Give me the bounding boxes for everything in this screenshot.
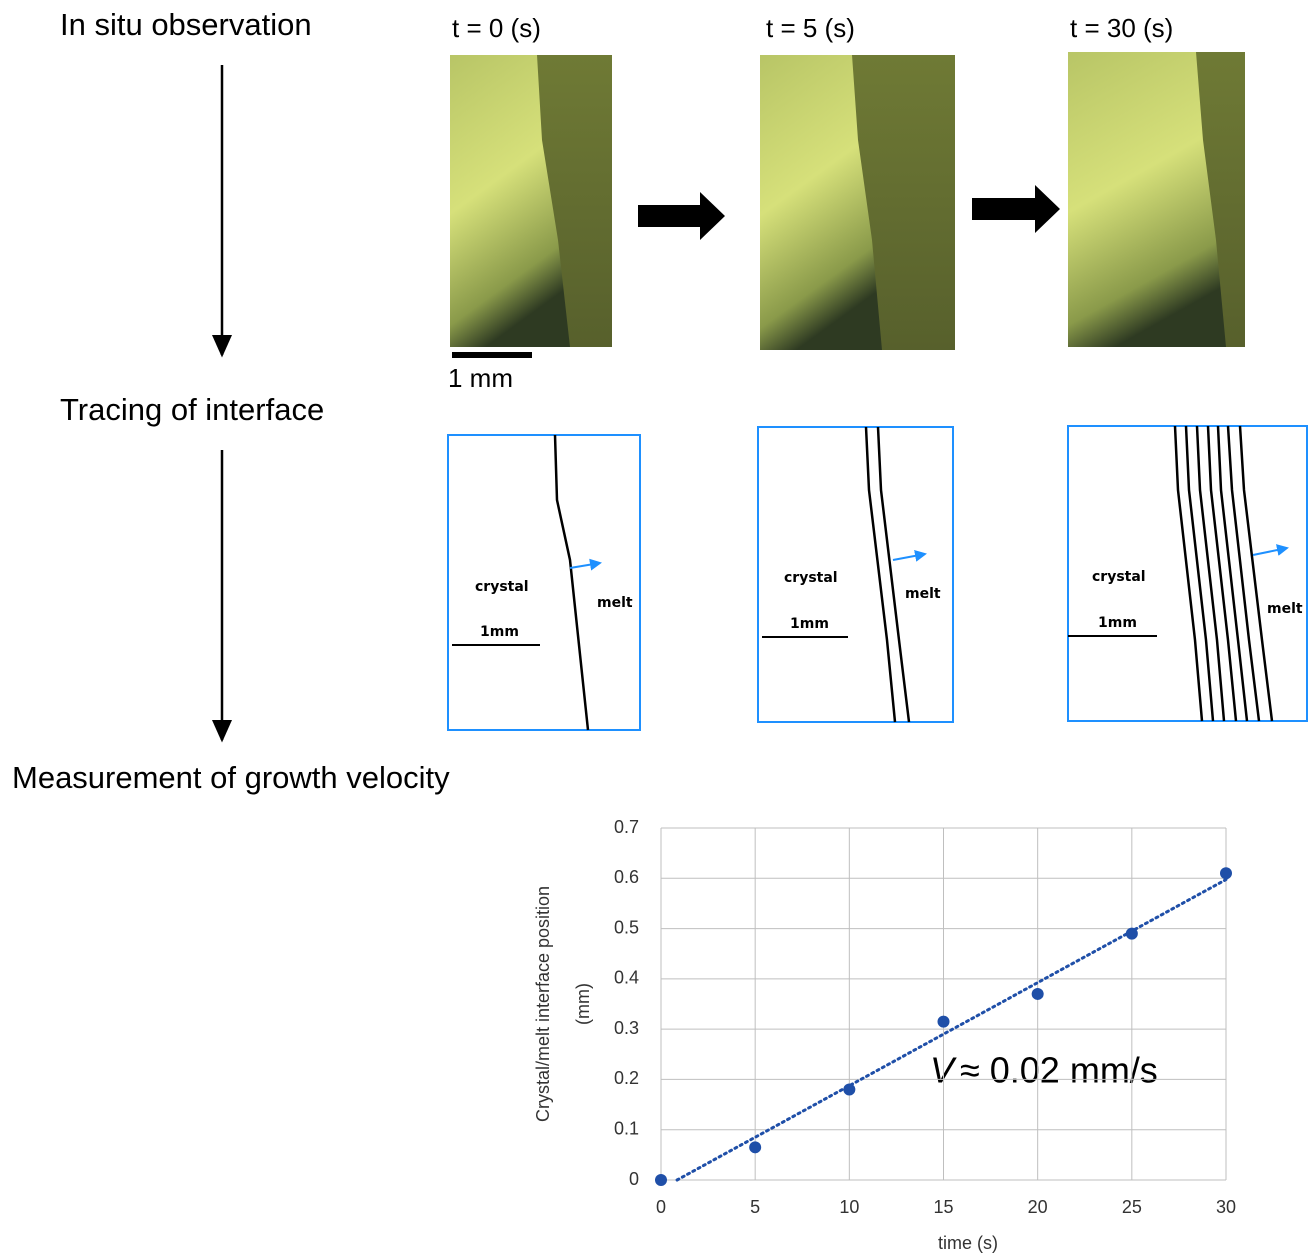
region-label: crystal bbox=[1092, 569, 1146, 585]
point bbox=[1125, 927, 1138, 940]
point bbox=[937, 1015, 950, 1028]
point bbox=[1031, 987, 1044, 1000]
y-tick-label: 0.3 bbox=[614, 1018, 639, 1038]
growth-arrow bbox=[1252, 544, 1289, 556]
x-tick-label: 20 bbox=[1028, 1197, 1048, 1217]
tracing-panel bbox=[757, 426, 954, 723]
x-tick-label: 10 bbox=[839, 1197, 859, 1217]
x-tick-label: 25 bbox=[1122, 1197, 1142, 1217]
x-tick-label: 15 bbox=[933, 1197, 953, 1217]
y-tick-label: 0.7 bbox=[614, 817, 639, 837]
y-axis-label: (mm) bbox=[573, 983, 593, 1025]
annotation: ≈ 0.02 mm/s bbox=[960, 1050, 1158, 1091]
growth-arrow bbox=[569, 558, 602, 571]
grid bbox=[660, 827, 1227, 1181]
time-label: t = 5 (s) bbox=[766, 13, 855, 43]
scale-label: 1mm bbox=[1098, 615, 1137, 631]
y-tick-label: 0.5 bbox=[614, 917, 639, 937]
y-tick-label: 0.2 bbox=[614, 1068, 639, 1088]
y-tick-label: 0.4 bbox=[614, 968, 639, 988]
point bbox=[843, 1083, 856, 1096]
interface-traces bbox=[1173, 425, 1274, 722]
step-label: Tracing of interface bbox=[60, 392, 324, 427]
interface-trace bbox=[876, 426, 911, 723]
x-tick-label: 5 bbox=[750, 1197, 760, 1217]
x-tick-label: 0 bbox=[656, 1197, 666, 1217]
x-tick-label: 30 bbox=[1216, 1197, 1236, 1217]
region-label: crystal bbox=[475, 579, 529, 595]
point bbox=[749, 1141, 762, 1154]
y-axis-label: Crystal/melt interface position bbox=[533, 886, 553, 1122]
region-label: melt bbox=[905, 586, 941, 602]
photo bbox=[760, 55, 955, 350]
step-arrow bbox=[638, 192, 725, 240]
time-label: t = 30 (s) bbox=[1070, 13, 1173, 43]
point bbox=[655, 1174, 667, 1186]
interface-trace bbox=[553, 434, 590, 731]
region-label: melt bbox=[1267, 601, 1303, 617]
time-label: t = 0 (s) bbox=[452, 13, 541, 43]
region-label: crystal bbox=[784, 570, 838, 586]
interface-trace bbox=[864, 426, 897, 723]
growth-arrow bbox=[892, 549, 927, 562]
step-label: In situ observation bbox=[60, 7, 312, 42]
x-axis-label: time (s) bbox=[938, 1233, 998, 1253]
scale-label: 1 mm bbox=[448, 363, 513, 393]
scale-label: 1mm bbox=[480, 624, 519, 640]
y-tick-label: 0.1 bbox=[614, 1118, 639, 1138]
step-label: Measurement of growth velocity bbox=[12, 760, 450, 795]
trendline bbox=[675, 878, 1228, 1182]
region-label: melt bbox=[597, 595, 633, 611]
chart: time (s) Crystal/melt interface position… bbox=[533, 817, 1236, 1253]
point bbox=[1220, 867, 1232, 880]
photo bbox=[450, 55, 612, 347]
step-arrow bbox=[972, 185, 1060, 233]
y-tick-label: 0.6 bbox=[614, 867, 639, 887]
scale-label: 1mm bbox=[790, 616, 829, 632]
photo bbox=[1068, 52, 1245, 347]
tracing-panel bbox=[447, 434, 641, 731]
y-tick-label: 0 bbox=[629, 1169, 639, 1189]
